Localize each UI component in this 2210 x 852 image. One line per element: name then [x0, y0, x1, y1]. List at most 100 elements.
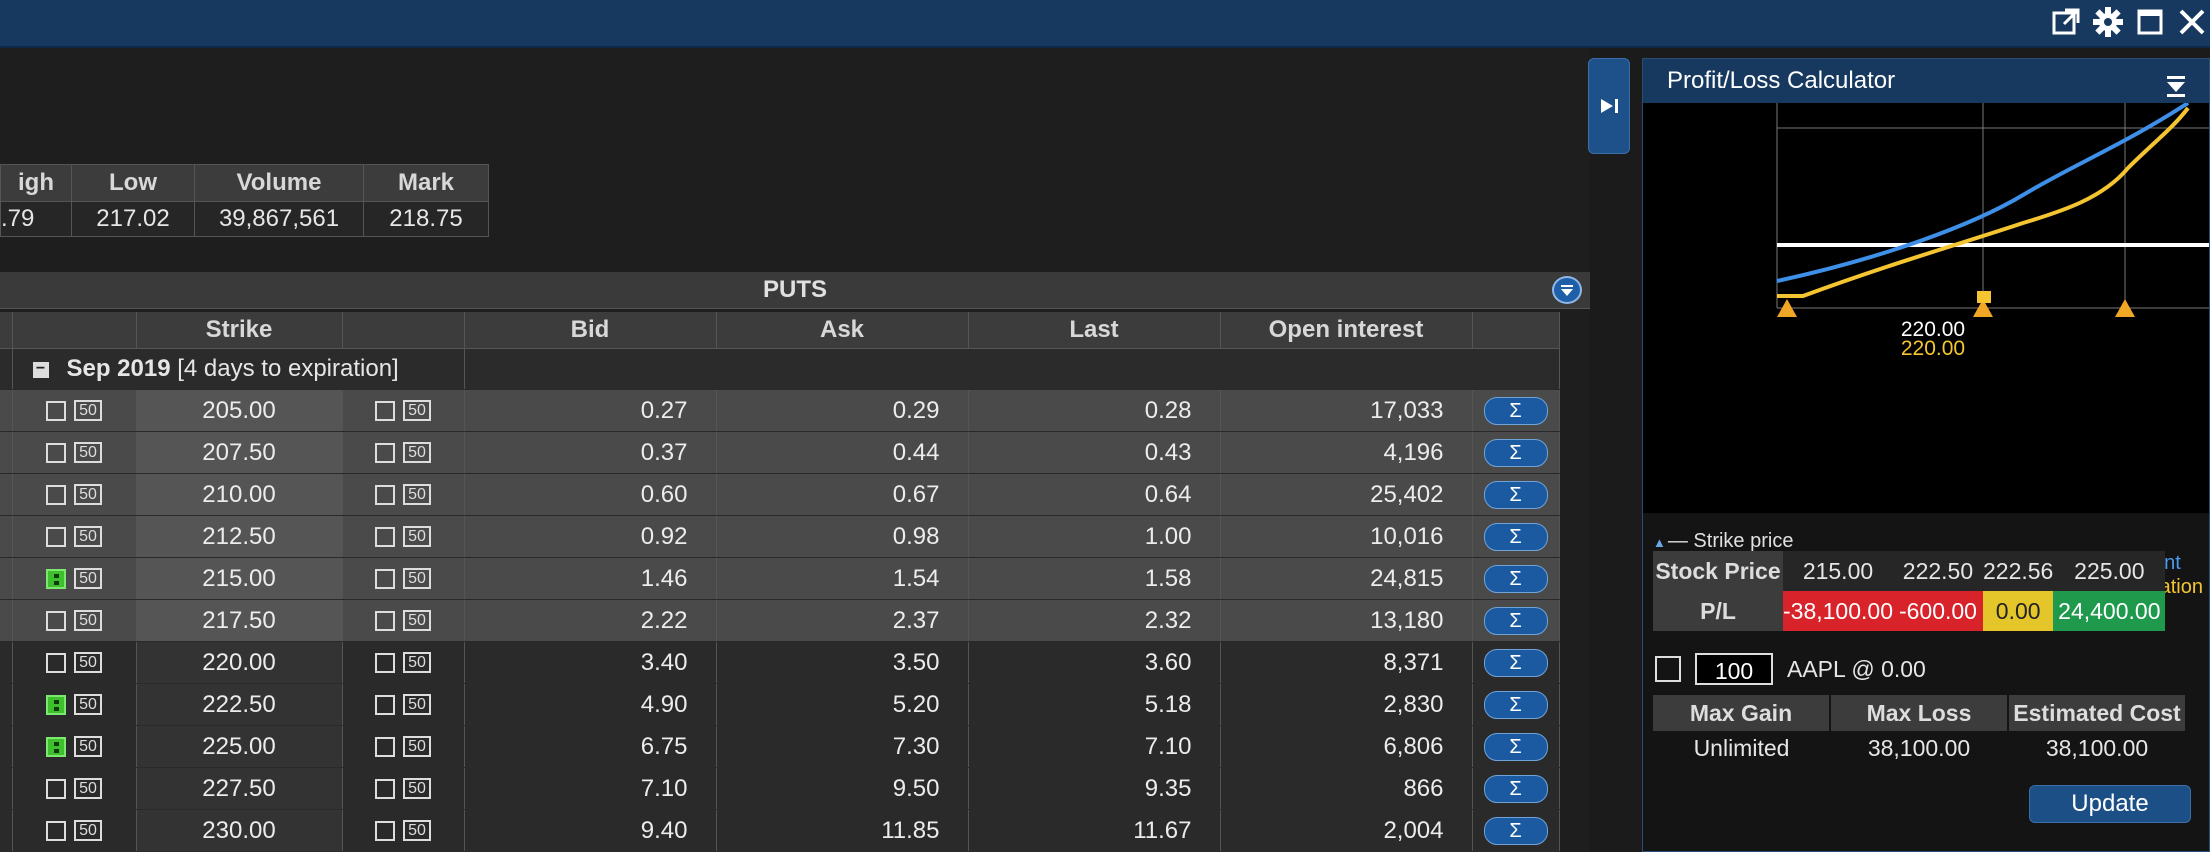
- bid-cell[interactable]: 0.37: [464, 431, 717, 474]
- collapse-panel-button[interactable]: [1588, 58, 1630, 154]
- qty-box[interactable]: 50: [74, 568, 102, 589]
- table-row[interactable]: 50 225.00 50 6.75 7.30 7.10 6,806 Σ: [0, 725, 1560, 768]
- filter-dropdown-button[interactable]: [1552, 276, 1582, 304]
- table-row[interactable]: 50 230.00 50 9.40 11.85 11.67 2,004 Σ: [0, 809, 1560, 852]
- close-icon[interactable]: [2174, 4, 2210, 40]
- qty-box[interactable]: 50: [74, 694, 102, 715]
- bid-cell[interactable]: 2.22: [464, 599, 717, 642]
- qty-box[interactable]: 50: [74, 484, 102, 505]
- qty-box[interactable]: 50: [403, 526, 431, 547]
- select-checkbox[interactable]: [375, 652, 396, 673]
- qty-box[interactable]: 50: [74, 652, 102, 673]
- qty-box[interactable]: 50: [74, 778, 102, 799]
- table-row[interactable]: 50 217.50 50 2.22 2.37 2.32 13,180 Σ: [0, 599, 1560, 642]
- include-stock-checkbox[interactable]: [1655, 656, 1681, 682]
- ask-cell[interactable]: 2.37: [716, 599, 969, 642]
- select-checkbox[interactable]: [46, 484, 67, 505]
- qty-box[interactable]: 50: [403, 400, 431, 421]
- collapse-icon[interactable]: −: [32, 360, 49, 378]
- popout-icon[interactable]: [2048, 4, 2084, 40]
- qty-box[interactable]: 50: [74, 526, 102, 547]
- qty-box[interactable]: 50: [403, 694, 431, 715]
- sigma-button[interactable]: Σ: [1483, 775, 1548, 803]
- sigma-button[interactable]: Σ: [1483, 691, 1548, 719]
- qty-box[interactable]: 50: [74, 736, 102, 757]
- sigma-button[interactable]: Σ: [1483, 817, 1548, 845]
- select-checkbox[interactable]: [375, 820, 396, 841]
- expiration-group[interactable]: − Sep 2019 [4 days to expiration]: [12, 348, 465, 390]
- panel-menu-icon[interactable]: [2165, 69, 2187, 113]
- table-row[interactable]: 50 227.50 50 7.10 9.50 9.35 866 Σ: [0, 767, 1560, 810]
- select-checkbox[interactable]: [375, 442, 396, 463]
- table-row[interactable]: 50 207.50 50 0.37 0.44 0.43 4,196 Σ: [0, 431, 1560, 474]
- ask-cell[interactable]: 11.85: [716, 809, 969, 852]
- sigma-button[interactable]: Σ: [1483, 649, 1548, 677]
- qty-box[interactable]: 50: [403, 442, 431, 463]
- select-checkbox[interactable]: [46, 736, 67, 757]
- table-row[interactable]: 50 212.50 50 0.92 0.98 1.00 10,016 Σ: [0, 515, 1560, 558]
- select-checkbox[interactable]: [375, 568, 396, 589]
- table-row[interactable]: 50 210.00 50 0.60 0.67 0.64 25,402 Σ: [0, 473, 1560, 516]
- ask-cell[interactable]: 9.50: [716, 767, 969, 810]
- maximize-icon[interactable]: [2132, 4, 2168, 40]
- table-row[interactable]: 50 220.00 50 3.40 3.50 3.60 8,371 Σ: [0, 641, 1560, 684]
- ask-cell[interactable]: 0.98: [716, 515, 969, 558]
- sigma-button[interactable]: Σ: [1483, 733, 1548, 761]
- sigma-button[interactable]: Σ: [1483, 523, 1548, 551]
- ask-cell[interactable]: 0.44: [716, 431, 969, 474]
- ask-cell[interactable]: 5.20: [716, 683, 969, 726]
- gear-icon[interactable]: [2090, 4, 2126, 40]
- ask-cell[interactable]: 7.30: [716, 725, 969, 768]
- select-checkbox[interactable]: [375, 400, 396, 421]
- select-checkbox[interactable]: [46, 694, 67, 715]
- qty-box[interactable]: 50: [403, 778, 431, 799]
- ask-cell[interactable]: 0.67: [716, 473, 969, 516]
- bid-cell[interactable]: 3.40: [464, 641, 717, 684]
- select-checkbox[interactable]: [375, 778, 396, 799]
- bid-cell[interactable]: 4.90: [464, 683, 717, 726]
- qty-box[interactable]: 50: [403, 568, 431, 589]
- bid-cell[interactable]: 6.75: [464, 725, 717, 768]
- qty-box[interactable]: 50: [74, 820, 102, 841]
- expiration-group-row[interactable]: − Sep 2019 [4 days to expiration]: [0, 348, 1560, 390]
- sigma-button[interactable]: Σ: [1483, 439, 1548, 467]
- shares-input[interactable]: 100: [1695, 653, 1773, 685]
- bid-cell[interactable]: 0.60: [464, 473, 717, 516]
- bid-cell[interactable]: 1.46: [464, 557, 717, 600]
- qty-box[interactable]: 50: [403, 610, 431, 631]
- select-checkbox[interactable]: [375, 736, 396, 757]
- select-checkbox[interactable]: [375, 610, 396, 631]
- bid-cell[interactable]: 0.92: [464, 515, 717, 558]
- ask-cell[interactable]: 1.54: [716, 557, 969, 600]
- qty-box[interactable]: 50: [74, 610, 102, 631]
- qty-box[interactable]: 50: [403, 652, 431, 673]
- select-checkbox[interactable]: [46, 820, 67, 841]
- sigma-button[interactable]: Σ: [1483, 397, 1548, 425]
- ask-cell[interactable]: 3.50: [716, 641, 969, 684]
- select-checkbox[interactable]: [46, 652, 67, 673]
- qty-box[interactable]: 50: [403, 484, 431, 505]
- select-checkbox[interactable]: [46, 778, 67, 799]
- bid-cell[interactable]: 9.40: [464, 809, 717, 852]
- qty-box[interactable]: 50: [74, 442, 102, 463]
- sigma-button[interactable]: Σ: [1483, 565, 1548, 593]
- bid-cell[interactable]: 0.27: [464, 389, 717, 432]
- select-checkbox[interactable]: [46, 400, 67, 421]
- sigma-button[interactable]: Σ: [1483, 607, 1548, 635]
- qty-box[interactable]: 50: [74, 400, 102, 421]
- update-button[interactable]: Update: [2029, 785, 2191, 823]
- sigma-button[interactable]: Σ: [1483, 481, 1548, 509]
- select-checkbox[interactable]: [46, 610, 67, 631]
- select-checkbox[interactable]: [46, 442, 67, 463]
- bid-cell[interactable]: 7.10: [464, 767, 717, 810]
- select-checkbox[interactable]: [375, 484, 396, 505]
- qty-box[interactable]: 50: [403, 820, 431, 841]
- select-checkbox[interactable]: [46, 568, 67, 589]
- select-checkbox[interactable]: [375, 694, 396, 715]
- select-checkbox[interactable]: [375, 526, 396, 547]
- ask-cell[interactable]: 0.29: [716, 389, 969, 432]
- qty-box[interactable]: 50: [403, 736, 431, 757]
- select-checkbox[interactable]: [46, 526, 67, 547]
- table-row[interactable]: 50 215.00 50 1.46 1.54 1.58 24,815 Σ: [0, 557, 1560, 600]
- table-row[interactable]: 50 222.50 50 4.90 5.20 5.18 2,830 Σ: [0, 683, 1560, 726]
